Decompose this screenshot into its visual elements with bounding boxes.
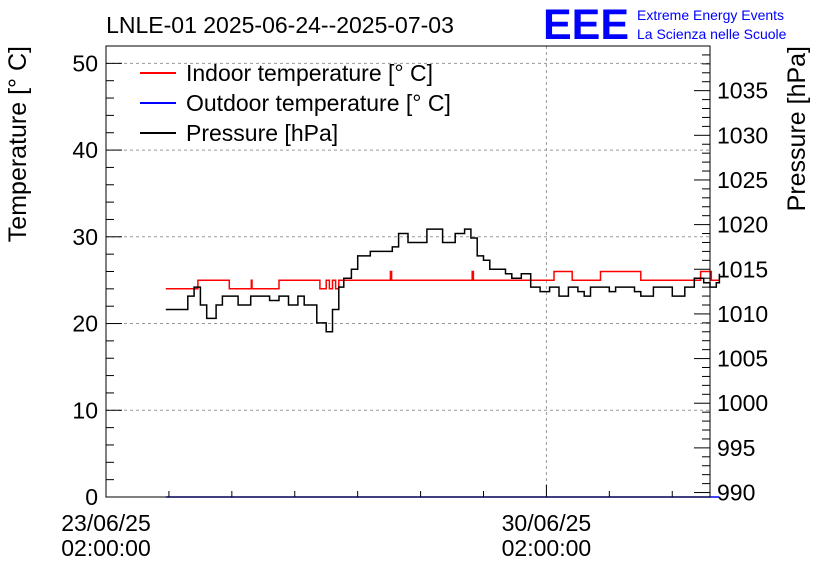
right-tick-label: 1020	[717, 212, 768, 238]
x-tick-label-time: 02:00:00	[61, 535, 151, 561]
left-tick-label: 30	[72, 224, 98, 250]
right-tick-label: 990	[717, 480, 755, 506]
y-axis-label: Temperature [° C]	[4, 46, 32, 242]
series-line-1	[165, 270, 720, 290]
logo-mark: EEE	[543, 1, 629, 49]
right-tick-label: 1025	[717, 167, 768, 193]
right-axis: 990 995 1000 1005 1010 1015 1020 1025 1030 1035	[694, 45, 768, 506]
right-tick-label: 1000	[717, 390, 768, 416]
y2-axis-label: Pressure [hPa]	[783, 46, 811, 211]
chart-title: LNLE-01 2025-06-24--2025-07-03	[106, 12, 454, 38]
right-tick-label: 1035	[717, 78, 768, 104]
legend-label-2: Outdoor temperature [° C]	[186, 90, 451, 116]
logo-line2: La Scienza nelle Scuole	[637, 26, 787, 42]
right-tick-label: 1005	[717, 346, 768, 372]
left-tick-label: 0	[85, 484, 98, 510]
series-line-3	[165, 228, 721, 333]
left-axis: 0 10 20 30 40 50	[72, 45, 122, 510]
legend: Indoor temperature [° C] Outdoor temperat…	[140, 60, 451, 146]
left-tick-label: 10	[72, 397, 98, 423]
legend-label-3: Pressure [hPa]	[186, 120, 338, 146]
right-tick-label: 1015	[717, 256, 768, 282]
left-tick-label: 50	[72, 50, 98, 76]
legend-label-1: Indoor temperature [° C]	[186, 60, 433, 86]
left-tick-label: 40	[72, 137, 98, 163]
x-tick-label-date: 30/06/25	[502, 510, 592, 536]
x-tick-label-date: 23/06/25	[61, 510, 151, 536]
x-tick-label-time: 02:00:00	[502, 535, 592, 561]
eee-logo: EEE Extreme Energy Events La Scienza nel…	[543, 1, 787, 49]
right-tick-label: 1030	[717, 122, 768, 148]
right-tick-label: 1010	[717, 301, 768, 327]
left-tick-label: 20	[72, 311, 98, 337]
logo-line1: Extreme Energy Events	[637, 7, 784, 23]
right-tick-label: 995	[717, 435, 755, 461]
